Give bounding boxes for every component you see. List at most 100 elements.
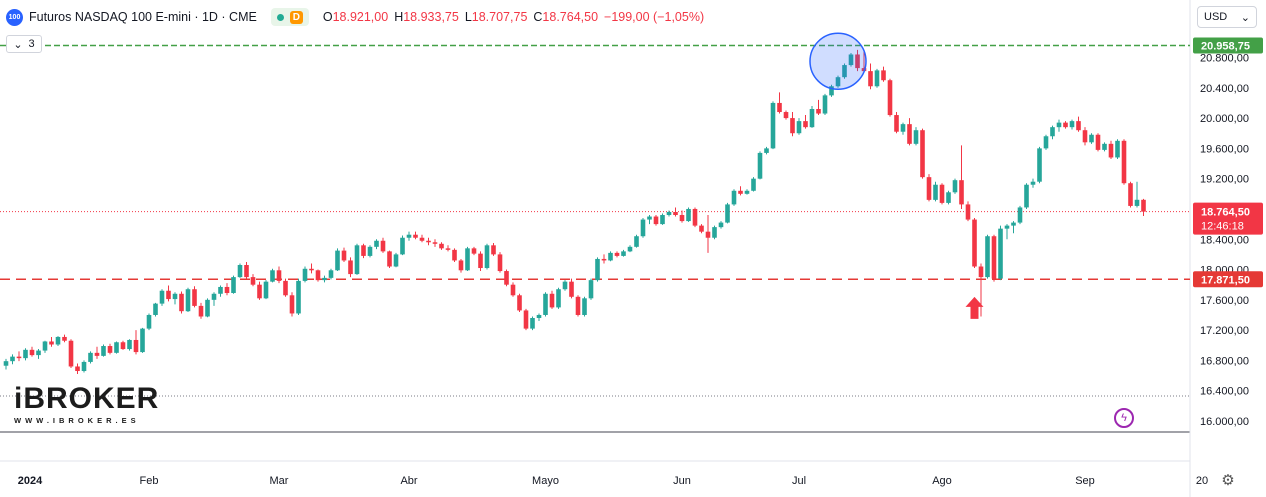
candle-body: [1017, 207, 1023, 223]
candle-body: [309, 268, 314, 271]
candle-body: [1076, 121, 1081, 131]
candle-body: [1128, 183, 1133, 206]
candle-body: [523, 310, 529, 329]
candle-body: [426, 240, 431, 243]
candle-body: [452, 249, 457, 261]
candle-body: [751, 178, 756, 191]
x-tick-label: Jun: [673, 475, 691, 487]
candle-body: [731, 190, 737, 205]
candle-body: [926, 177, 932, 200]
candle-body: [614, 252, 620, 256]
candle-body: [588, 280, 594, 299]
candle-body: [341, 250, 347, 261]
candle-body: [185, 289, 191, 312]
candle-body: [361, 245, 366, 256]
candle-body: [699, 225, 704, 232]
candle-body: [972, 219, 977, 267]
candle-body: [835, 77, 841, 87]
candle-body: [1056, 122, 1062, 128]
y-tick-label: 17.600,00: [1200, 295, 1249, 307]
ohlc-change: −199,00 (−1,05%): [604, 10, 705, 24]
x-tick-label: 20: [1196, 475, 1208, 487]
indicators-toggle-button[interactable]: ⌄ 3: [6, 35, 42, 53]
candle-body: [393, 254, 399, 267]
candle-body: [107, 346, 113, 353]
candle-body: [1030, 181, 1036, 185]
gear-icon[interactable]: ⚙: [1221, 472, 1235, 489]
candle-body: [608, 252, 613, 261]
candle-body: [640, 219, 646, 237]
market-status[interactable]: D: [270, 8, 309, 26]
x-tick-label: Sep: [1075, 475, 1095, 487]
y-tick-label: 16.000,00: [1200, 416, 1249, 428]
candle-body: [1102, 143, 1107, 150]
candle-body: [166, 290, 171, 300]
x-tick-label: Feb: [140, 475, 159, 487]
support-price-tag: [1193, 271, 1263, 288]
y-tick-label: 16.800,00: [1200, 355, 1249, 367]
candle-body: [692, 208, 698, 226]
candle-body: [1050, 127, 1055, 137]
candle-body: [380, 240, 386, 252]
candle-body: [400, 237, 405, 255]
candle-body: [868, 71, 873, 87]
candle-body: [75, 366, 80, 372]
candle-body: [159, 290, 165, 304]
candle-body: [328, 270, 334, 278]
candle-body: [569, 281, 574, 297]
symbol-badge[interactable]: 100: [6, 8, 23, 26]
candle-body: [991, 236, 997, 279]
countdown-label: 12:46:18: [1201, 221, 1244, 233]
candle-body: [68, 340, 74, 367]
candle-body: [705, 231, 711, 238]
market-open-icon: [276, 13, 284, 21]
candle-body: [205, 299, 210, 317]
candle-body: [744, 190, 750, 194]
candle-body: [192, 289, 197, 306]
candle-body: [621, 251, 626, 256]
candle-body: [861, 68, 867, 72]
lightning-icon[interactable]: ϟ: [1114, 408, 1134, 428]
candle-body: [81, 361, 87, 372]
ohlc-readout: O18.921,00 H18.933,75 L18.707,75 C18.764…: [323, 10, 704, 24]
candle-body: [517, 295, 522, 311]
candle-body: [374, 240, 379, 247]
candle-body: [283, 280, 288, 296]
candle-body: [965, 204, 971, 220]
candle-body: [1037, 148, 1042, 182]
candle-body: [842, 65, 847, 78]
candle-body: [543, 293, 548, 315]
candle-body: [725, 204, 730, 223]
candle-body: [49, 341, 54, 345]
candle-body: [887, 80, 893, 116]
y-tick-label: 20.800,00: [1200, 53, 1249, 65]
candle-body: [497, 254, 503, 272]
candle-body: [172, 293, 178, 300]
symbol-title[interactable]: Futuros NASDAQ 100 E-mini · 1D · CME: [29, 10, 257, 24]
chart-header: 100 Futuros NASDAQ 100 E-mini · 1D · CME…: [6, 7, 704, 27]
candle-body: [881, 70, 886, 81]
candle-body: [575, 296, 581, 315]
y-tick-label: 18.400,00: [1200, 234, 1249, 246]
candle-body: [770, 102, 776, 149]
currency-select[interactable]: USD ⌄: [1197, 6, 1257, 28]
candle-body: [250, 277, 256, 285]
candle-body: [465, 248, 470, 271]
candle-body: [387, 251, 392, 267]
candle-body: [62, 336, 67, 341]
candle-body: [653, 216, 659, 225]
candle-body: [231, 277, 236, 294]
ohlc-open: O18.921,00: [322, 10, 389, 24]
candle-body: [1115, 140, 1120, 158]
candle-body: [211, 293, 217, 300]
support-price-label: 17.871,50: [1201, 274, 1250, 286]
candle-body: [549, 293, 555, 308]
candle-body: [829, 86, 834, 96]
candle-body: [94, 352, 100, 356]
candle-body: [302, 268, 308, 281]
candle-body: [595, 258, 600, 281]
candle-body: [504, 271, 509, 285]
candle-body: [764, 148, 769, 153]
candle-body: [322, 277, 327, 281]
